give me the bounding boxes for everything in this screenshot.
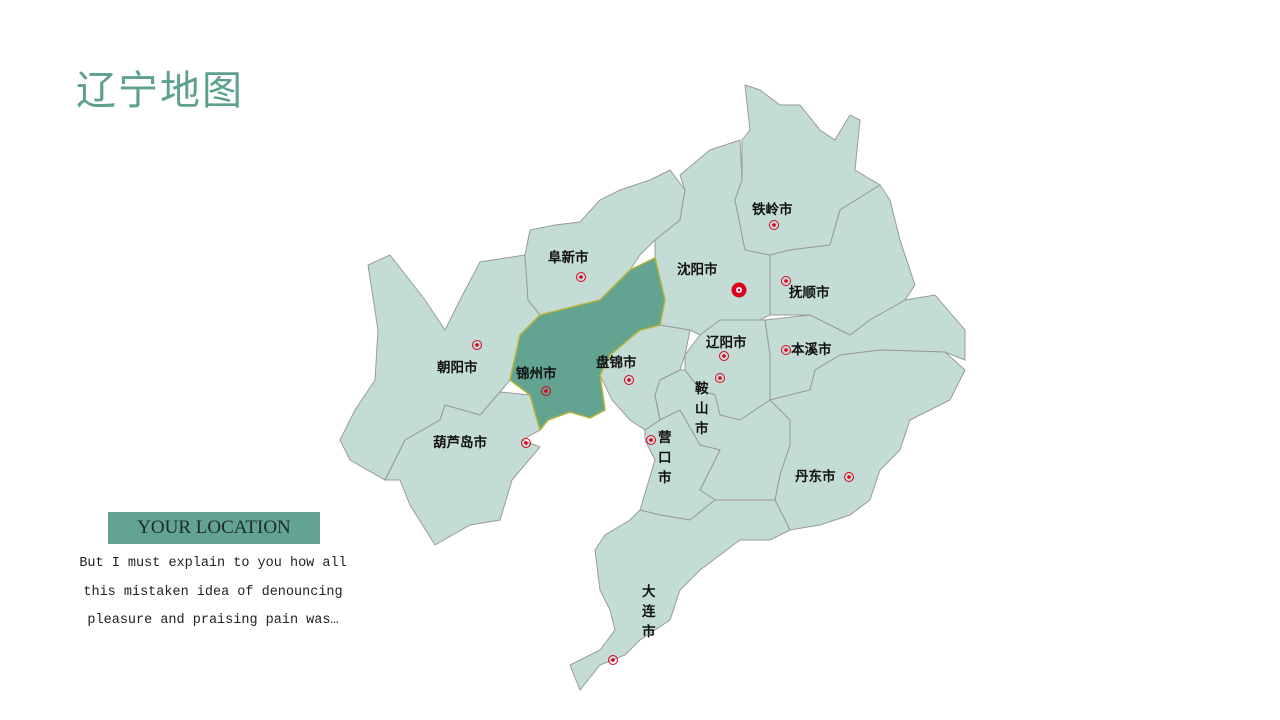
city-marker-anshan[interactable] — [715, 373, 725, 383]
city-label-shenyang: 沈阳市 — [677, 262, 718, 278]
city-label-fuxin: 阜新市 — [548, 250, 589, 266]
city-label-fushun: 抚顺市 — [789, 285, 830, 301]
city-marker-chaoyang[interactable] — [472, 340, 482, 350]
city-label-huludao: 葫芦岛市 — [433, 435, 487, 451]
city-marker-dandong[interactable] — [844, 472, 854, 482]
city-marker-tieling[interactable] — [769, 220, 779, 230]
city-marker-dalian[interactable] — [608, 655, 618, 665]
city-label-yingkou: 营口市 — [658, 430, 672, 486]
city-marker-huludao[interactable] — [521, 438, 531, 448]
city-label-tieling: 铁岭市 — [752, 202, 793, 218]
city-label-dandong: 丹东市 — [795, 469, 836, 485]
city-label-dalian: 大连市 — [642, 584, 656, 640]
city-label-chaoyang: 朝阳市 — [437, 360, 478, 376]
your-location-badge: YOUR LOCATION — [108, 512, 320, 544]
page-title: 辽宁地图 — [76, 68, 244, 114]
region-dalian[interactable] — [569, 499, 791, 691]
city-marker-fushun[interactable] — [781, 276, 791, 286]
city-label-jinzhou: 锦州市 — [516, 366, 557, 382]
city-marker-liaoyang[interactable] — [719, 351, 729, 361]
city-label-panjin: 盘锦市 — [596, 355, 637, 371]
city-marker-yingkou[interactable] — [646, 435, 656, 445]
city-label-benxi: 本溪市 — [791, 342, 832, 358]
description-text: But I must explain to you how all this m… — [79, 556, 347, 628]
city-marker-fuxin[interactable] — [576, 272, 586, 282]
capital-marker-shenyang[interactable] — [731, 282, 747, 298]
region-tieling[interactable] — [734, 84, 881, 256]
city-marker-panjin[interactable] — [624, 375, 634, 385]
city-label-liaoyang: 辽阳市 — [706, 335, 747, 351]
city-marker-benxi[interactable] — [781, 345, 791, 355]
region-dandong[interactable] — [769, 349, 966, 531]
city-label-anshan: 鞍山市 — [695, 381, 709, 437]
city-marker-jinzhou[interactable] — [541, 386, 551, 396]
